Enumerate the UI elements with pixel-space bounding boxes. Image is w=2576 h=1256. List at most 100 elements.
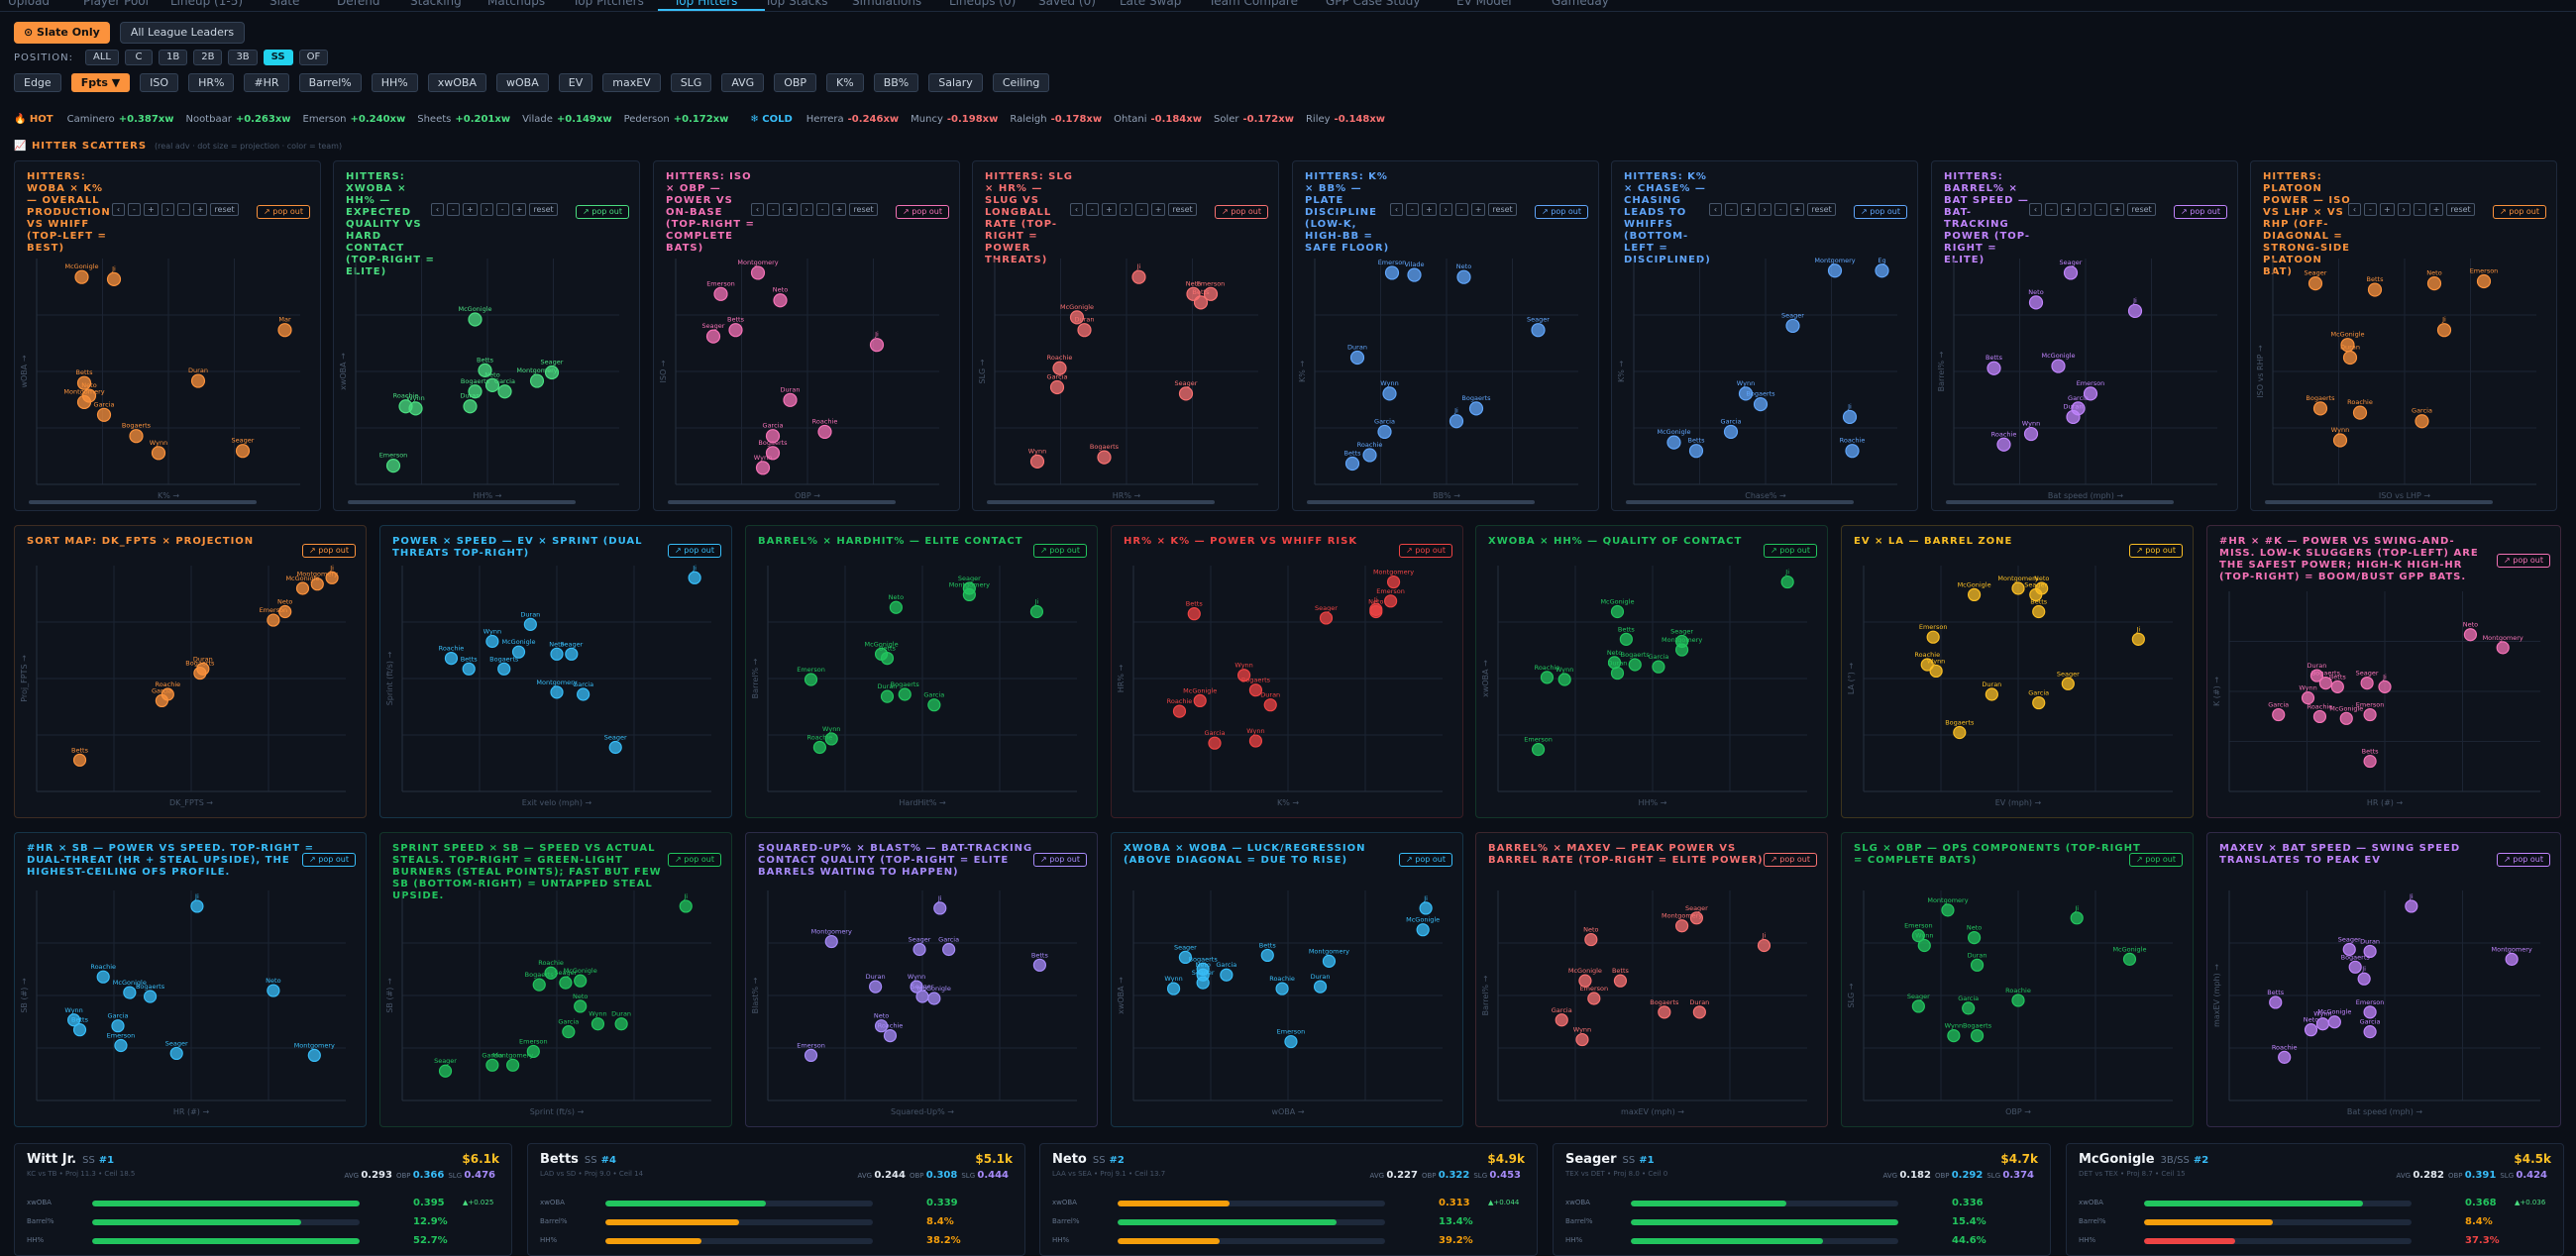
sort-salary-button[interactable]: Salary: [928, 73, 983, 92]
zoom-x-in-button[interactable]: +: [1102, 203, 1117, 216]
position-ss-button[interactable]: SS: [263, 50, 293, 65]
nav-tab-ev-model[interactable]: EV Model: [1456, 0, 1512, 8]
zoom-y-in-button[interactable]: +: [2428, 203, 2444, 216]
pop-out-button[interactable]: ↗ pop out: [1764, 853, 1817, 867]
pan-left-button[interactable]: ‹: [1070, 203, 1083, 216]
pop-out-button[interactable]: ↗ pop out: [302, 853, 356, 867]
horizontal-scrollbar[interactable]: [1626, 500, 1854, 504]
slate-only-button[interactable]: ⊙ Slate Only: [14, 22, 110, 44]
pan-right-button[interactable]: ›: [161, 203, 174, 216]
horizontal-scrollbar[interactable]: [668, 500, 896, 504]
pop-out-button[interactable]: ↗ pop out: [1764, 544, 1817, 558]
nav-tab-gpp-case-study[interactable]: GPP Case Study: [1326, 0, 1421, 8]
sort-ceiling-button[interactable]: Ceiling: [992, 73, 1050, 92]
nav-tab-lineups-0-[interactable]: Lineups (0): [949, 0, 1017, 8]
pop-out-button[interactable]: ↗ pop out: [668, 544, 721, 558]
pan-left-button[interactable]: ‹: [1390, 203, 1403, 216]
reset-button[interactable]: reset: [1488, 203, 1517, 216]
pan-right-button[interactable]: ›: [480, 203, 493, 216]
reset-button[interactable]: reset: [2127, 203, 2156, 216]
pan-left-button[interactable]: ‹: [2348, 203, 2361, 216]
position-all-button[interactable]: ALL: [84, 50, 119, 65]
nav-tab-saved-0-[interactable]: Saved (0): [1038, 0, 1096, 8]
reset-button[interactable]: reset: [1807, 203, 1836, 216]
position-of-button[interactable]: OF: [298, 50, 329, 65]
zoom-y-out-button[interactable]: -: [1454, 203, 1468, 216]
horizontal-scrollbar[interactable]: [1307, 500, 1535, 504]
pop-out-button[interactable]: ↗ pop out: [576, 205, 629, 219]
horizontal-scrollbar[interactable]: [348, 500, 576, 504]
zoom-x-in-button[interactable]: +: [2380, 203, 2395, 216]
sort-k-button[interactable]: K%: [826, 73, 864, 92]
nav-tab-late-swap[interactable]: Late Swap: [1120, 0, 1182, 8]
zoom-x-out-button[interactable]: -: [1086, 203, 1099, 216]
sort-obp-button[interactable]: OBP: [774, 73, 817, 92]
zoom-x-in-button[interactable]: +: [1741, 203, 1756, 216]
zoom-x-out-button[interactable]: -: [2045, 203, 2058, 216]
sort-woba-button[interactable]: wOBA: [496, 73, 549, 92]
pop-out-button[interactable]: ↗ pop out: [1033, 544, 1087, 558]
zoom-x-in-button[interactable]: +: [2061, 203, 2076, 216]
horizontal-scrollbar[interactable]: [1946, 500, 2174, 504]
zoom-y-out-button[interactable]: -: [1134, 203, 1148, 216]
cold-player[interactable]: Riley -0.148xw: [1306, 114, 1385, 125]
sort-xwoba-button[interactable]: xwOBA: [427, 73, 487, 92]
sort-hr-button[interactable]: #HR: [244, 73, 289, 92]
nav-tab-upload[interactable]: Upload: [8, 0, 51, 8]
nav-tab-gameday[interactable]: Gameday: [1552, 0, 1609, 8]
zoom-y-out-button[interactable]: -: [815, 203, 829, 216]
zoom-y-out-button[interactable]: -: [495, 203, 509, 216]
pop-out-button[interactable]: ↗ pop out: [1399, 853, 1452, 867]
cold-player[interactable]: Herrera -0.246xw: [806, 114, 899, 125]
nav-tab-top-stacks[interactable]: Top Stacks: [765, 0, 828, 8]
hot-player[interactable]: Caminero +0.387xw: [67, 114, 174, 125]
player-card[interactable]: Betts SS #4 $5.1k LAD vs SD • Proj 9.0 • Cei…: [527, 1143, 1025, 1256]
zoom-y-out-button[interactable]: -: [2413, 203, 2426, 216]
nav-tab-slate[interactable]: Slate: [269, 0, 300, 8]
nav-tab-top-pitchers[interactable]: Top Pitchers: [573, 0, 644, 8]
sort-slg-button[interactable]: SLG: [670, 73, 712, 92]
reset-button[interactable]: reset: [2446, 203, 2475, 216]
nav-tab-lineup-1-5-[interactable]: Lineup (1-5): [170, 0, 244, 8]
zoom-x-out-button[interactable]: -: [2364, 203, 2377, 216]
pop-out-button[interactable]: ↗ pop out: [1033, 853, 1087, 867]
cold-player[interactable]: Soler -0.172xw: [1214, 114, 1294, 125]
zoom-x-out-button[interactable]: -: [767, 203, 780, 216]
zoom-y-in-button[interactable]: +: [1470, 203, 1486, 216]
hot-player[interactable]: Sheets +0.201xw: [417, 114, 510, 125]
nav-tab-top-hitters[interactable]: Top Hitters: [674, 0, 738, 8]
nav-tab-stacking[interactable]: Stacking: [410, 0, 462, 8]
horizontal-scrollbar[interactable]: [29, 500, 257, 504]
zoom-y-in-button[interactable]: +: [2109, 203, 2125, 216]
reset-button[interactable]: reset: [210, 203, 239, 216]
sort-hr-button[interactable]: HR%: [188, 73, 235, 92]
player-card[interactable]: McGonigle 3B/SS #2 $4.5k DET vs TEX • Proj 8…: [2066, 1143, 2564, 1256]
sort-hh-button[interactable]: HH%: [371, 73, 418, 92]
sort-fpts-button[interactable]: Fpts ▼: [70, 73, 131, 92]
reset-button[interactable]: reset: [849, 203, 878, 216]
nav-tab-simulations[interactable]: Simulations: [852, 0, 922, 8]
pan-left-button[interactable]: ‹: [751, 203, 764, 216]
pop-out-button[interactable]: ↗ pop out: [257, 205, 310, 219]
reset-button[interactable]: reset: [1168, 203, 1197, 216]
zoom-y-in-button[interactable]: +: [192, 203, 208, 216]
pop-out-button[interactable]: ↗ pop out: [896, 205, 949, 219]
sort-maxev-button[interactable]: maxEV: [602, 73, 661, 92]
cold-player[interactable]: Raleigh -0.178xw: [1010, 114, 1102, 125]
pop-out-button[interactable]: ↗ pop out: [668, 853, 721, 867]
pop-out-button[interactable]: ↗ pop out: [2129, 544, 2183, 558]
sort-iso-button[interactable]: ISO: [140, 73, 179, 92]
zoom-y-out-button[interactable]: -: [2093, 203, 2107, 216]
hot-player[interactable]: Pederson +0.172xw: [624, 114, 729, 125]
pan-right-button[interactable]: ›: [800, 203, 813, 216]
position-1b-button[interactable]: 1B: [158, 50, 188, 65]
nav-tab-team-compare[interactable]: Team Compare: [1209, 0, 1298, 8]
pan-right-button[interactable]: ›: [2078, 203, 2092, 216]
zoom-y-in-button[interactable]: +: [1150, 203, 1166, 216]
zoom-x-in-button[interactable]: +: [783, 203, 798, 216]
pop-out-button[interactable]: ↗ pop out: [1854, 205, 1907, 219]
cold-player[interactable]: Muncy -0.198xw: [911, 114, 998, 125]
zoom-x-in-button[interactable]: +: [1422, 203, 1437, 216]
sort-edge-button[interactable]: Edge: [14, 73, 61, 92]
sort-bb-button[interactable]: BB%: [873, 73, 919, 92]
